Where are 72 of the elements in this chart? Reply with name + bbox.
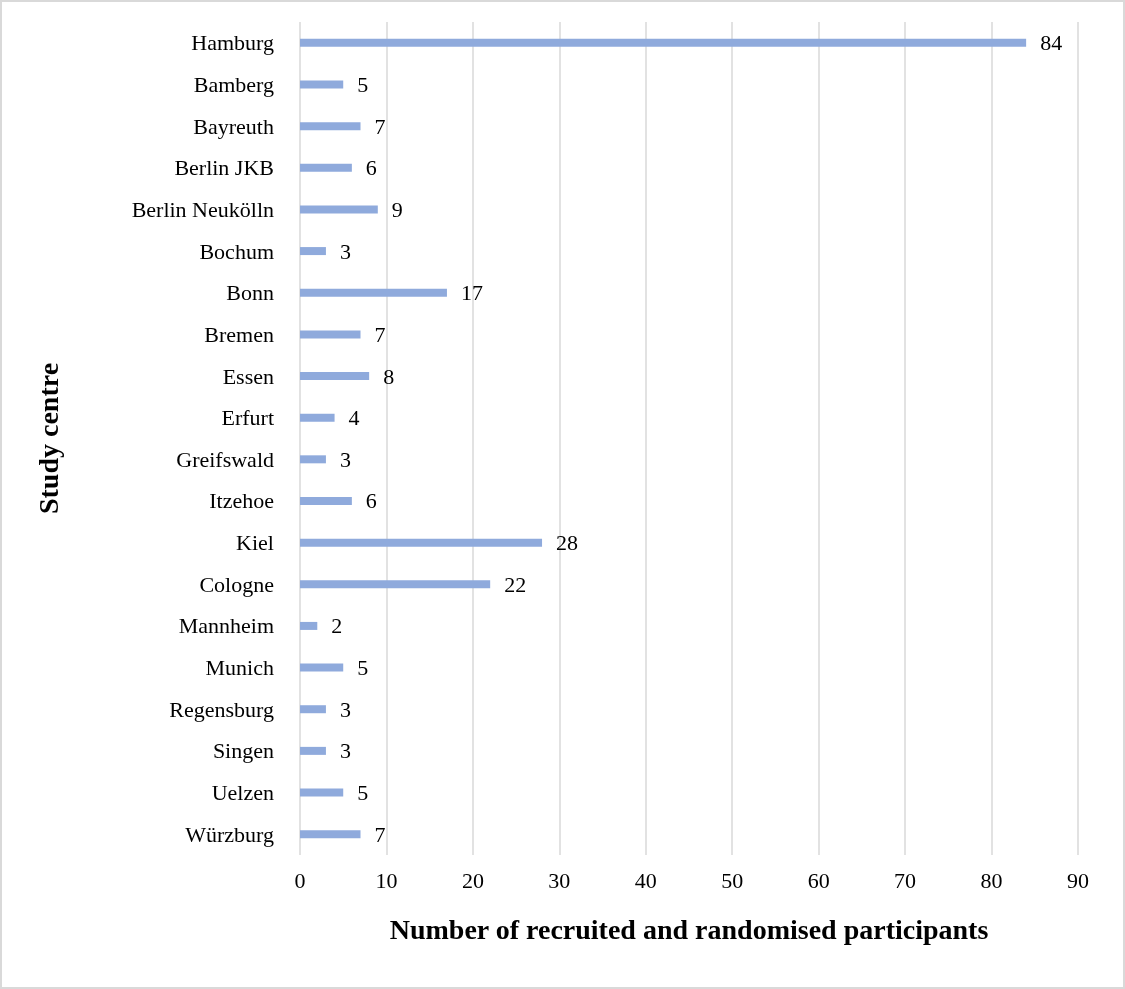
data-label: 4 xyxy=(348,405,360,431)
x-tick-label: 20 xyxy=(461,867,484,893)
y-tick-label: Singen xyxy=(212,738,274,764)
y-tick-label: Kiel xyxy=(236,530,274,556)
y-tick-label: Hamburg xyxy=(191,30,274,56)
y-tick-label: Greifswald xyxy=(176,446,274,472)
y-tick-label: Itzehoe xyxy=(209,488,274,514)
data-label: 3 xyxy=(339,738,351,764)
bar xyxy=(300,330,361,339)
data-label: 3 xyxy=(339,696,351,722)
bar xyxy=(300,455,326,464)
y-axis-title: Study centre xyxy=(32,362,64,515)
y-tick-label: Bonn xyxy=(226,280,274,306)
bar xyxy=(300,538,543,547)
bar xyxy=(300,80,344,89)
x-tick-label: 60 xyxy=(807,867,830,893)
y-tick-label: Bochum xyxy=(199,238,274,264)
bar xyxy=(300,621,318,630)
x-tick-label: 10 xyxy=(375,867,398,893)
data-label: 17 xyxy=(460,280,483,306)
bar xyxy=(300,122,361,131)
x-axis-title: Number of recruited and randomised participants xyxy=(389,913,989,945)
data-label: 6 xyxy=(365,488,377,514)
y-tick-label: Mannheim xyxy=(178,613,274,639)
x-tick-label: 80 xyxy=(980,867,1003,893)
data-label: 7 xyxy=(374,113,386,139)
bar xyxy=(300,830,361,839)
data-label: 5 xyxy=(357,655,369,681)
data-label: 5 xyxy=(357,780,369,806)
data-label: 6 xyxy=(365,155,377,181)
bar xyxy=(300,788,344,797)
data-label: 2 xyxy=(331,613,343,639)
bar xyxy=(300,496,352,505)
bar xyxy=(300,746,326,755)
x-tick-label: 90 xyxy=(1067,867,1089,893)
data-label: 7 xyxy=(374,321,386,347)
y-tick-label: Berlin Neukölln xyxy=(131,196,274,222)
y-tick-label: Bayreuth xyxy=(193,113,274,139)
data-label: 3 xyxy=(339,238,351,264)
y-tick-label: Cologne xyxy=(199,571,274,597)
x-tick-label: 0 xyxy=(294,867,306,893)
y-tick-label: Bremen xyxy=(204,321,274,347)
x-tick-label: 70 xyxy=(894,867,917,893)
data-label: 9 xyxy=(391,196,403,222)
bar xyxy=(300,705,326,714)
bar xyxy=(300,163,352,172)
data-label: 7 xyxy=(374,821,386,847)
bar xyxy=(300,288,447,297)
bar xyxy=(300,580,491,589)
x-tick-label: 40 xyxy=(634,867,657,893)
y-tick-label: Regensburg xyxy=(169,696,274,722)
bar xyxy=(300,372,370,381)
y-tick-label: Würzburg xyxy=(185,821,274,847)
y-tick-label: Erfurt xyxy=(221,405,274,431)
y-tick-label: Munich xyxy=(205,655,274,681)
x-tick-label: 50 xyxy=(721,867,744,893)
bar xyxy=(300,663,344,672)
bar xyxy=(300,247,326,256)
y-tick-label: Bamberg xyxy=(193,71,274,97)
bar xyxy=(300,413,335,422)
data-label: 8 xyxy=(383,363,395,389)
y-tick-label: Essen xyxy=(222,363,274,389)
data-label: 3 xyxy=(339,446,351,472)
data-label: 28 xyxy=(556,530,579,556)
y-tick-label: Berlin JKB xyxy=(174,155,274,181)
data-label: 22 xyxy=(504,571,527,597)
x-tick-label: 30 xyxy=(548,867,571,893)
data-label: 84 xyxy=(1040,30,1063,56)
bar xyxy=(300,38,1027,47)
bar xyxy=(300,205,378,214)
y-tick-label: Uelzen xyxy=(211,780,274,806)
data-label: 5 xyxy=(357,71,369,97)
